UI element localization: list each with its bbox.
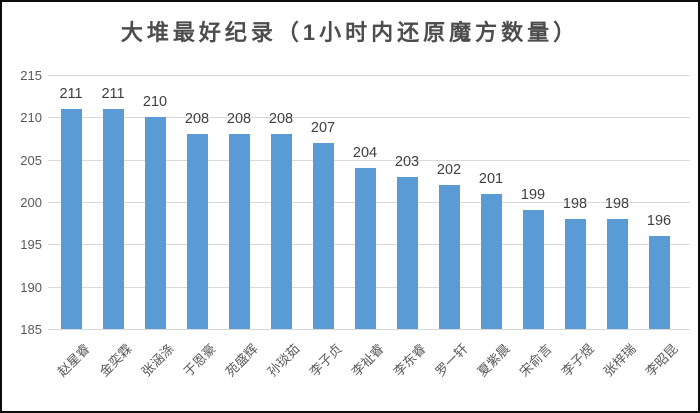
gridline [48,159,690,161]
x-axis-category-label: 宋俞言 [516,341,555,380]
x-axis-category-label: 张涵涤 [138,341,177,380]
x-axis-category-label: 苑盛辉 [222,341,261,380]
bar [144,117,166,329]
chart-title: 大堆最好纪录（1小时内还原魔方数量） [120,20,580,45]
x-axis-category-label: 罗一轩 [432,341,471,380]
bar [228,134,250,329]
bar-value-label: 203 [394,153,420,170]
bar [312,142,334,329]
gridline [48,329,690,330]
x-axis-category-label: 夏紫晨 [474,341,513,380]
bar [522,210,544,329]
bar [396,176,418,329]
y-axis-tick-label: 215 [20,68,42,83]
x-axis-category-label: 李东睿 [390,341,429,380]
bar-value-label: 211 [59,85,83,102]
bar-value-label: 199 [520,187,546,204]
bar-value-label: 211 [101,85,125,102]
bar [186,134,208,329]
y-axis-tick-label: 205 [20,152,42,168]
bar [648,235,670,329]
y-axis-tick-label: 200 [20,195,42,210]
x-axis-category-label: 金奕霖 [96,341,135,380]
bar-value-label: 196 [646,212,672,229]
bar [102,108,124,329]
x-axis-category-label: 李子贞 [306,341,345,380]
bar-value-label: 198 [604,195,630,212]
x-axis-category-label: 李昭昆 [642,341,681,380]
bar-value-label: 207 [310,119,336,136]
bar [438,185,460,329]
x-axis-category-label: 孙琰茹 [264,341,303,380]
x-axis-category-label: 李子煜 [558,341,597,380]
x-axis-category-label: 李祉睿 [348,341,387,380]
x-axis-category-label: 于恩豪 [180,341,219,380]
bar-value-label: 204 [352,145,378,162]
bar-value-label: 208 [268,111,294,128]
gridline [48,75,690,76]
bar-value-label: 208 [226,111,252,128]
x-axis-category-label: 赵星睿 [54,341,93,380]
bar [606,218,628,329]
bar-value-label: 210 [142,94,168,111]
y-axis-tick-label: 190 [20,279,42,295]
x-axis-category-label: 张梓瑞 [600,341,639,380]
bar-value-label: 201 [478,170,504,187]
bar-value-label: 202 [436,162,462,179]
bar [60,108,82,329]
y-axis-tick-label: 185 [20,322,42,337]
gridline [48,117,690,119]
bar [270,134,292,329]
bar-value-label: 198 [562,195,588,212]
bar [480,193,502,329]
bar [564,218,586,329]
y-axis-tick-label: 195 [20,237,42,253]
bar [354,168,376,329]
y-axis-tick-label: 210 [20,110,42,126]
bar-value-label: 208 [184,111,210,128]
